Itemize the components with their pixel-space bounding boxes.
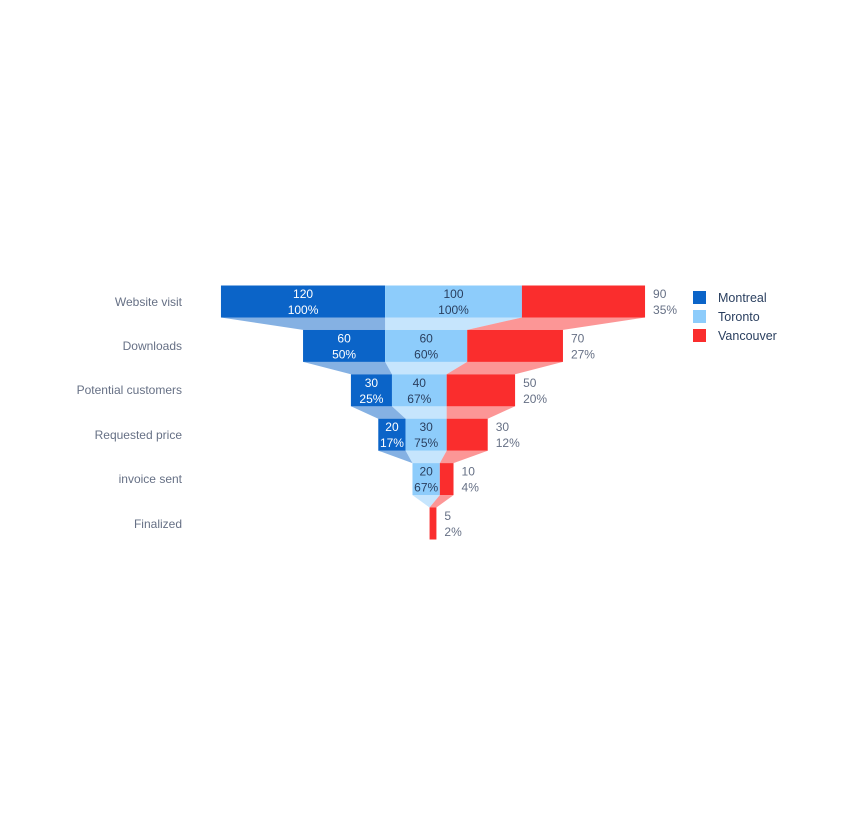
legend-swatch-toronto-icon bbox=[693, 310, 706, 323]
funnel-bar bbox=[412, 463, 440, 496]
funnel-value-label: 40 bbox=[413, 376, 427, 390]
funnel-value-label: 90 bbox=[653, 287, 667, 301]
funnel-percent-label: 17% bbox=[380, 436, 404, 450]
funnel-percent-label: 75% bbox=[414, 436, 438, 450]
funnel-value-label: 30 bbox=[365, 376, 379, 390]
funnel-percent-label: 100% bbox=[288, 303, 319, 317]
funnel-bar bbox=[303, 329, 386, 362]
stage-label-website-visit: Website visit bbox=[114, 294, 182, 309]
stage-label-invoice-sent: invoice sent bbox=[118, 472, 182, 487]
funnel-bar bbox=[385, 285, 522, 318]
funnel-percent-label: 100% bbox=[438, 303, 469, 317]
funnel-connector bbox=[303, 361, 392, 375]
funnel-connector bbox=[446, 406, 516, 419]
funnel-percent-label: 60% bbox=[414, 347, 438, 361]
funnel-percent-label: 67% bbox=[407, 392, 431, 406]
stage-label-potential-customers: Potential customers bbox=[76, 383, 182, 398]
funnel-bar bbox=[439, 463, 454, 496]
funnel-value-label: 20 bbox=[385, 420, 399, 434]
funnel-connector bbox=[391, 406, 447, 419]
funnel-bar bbox=[446, 374, 516, 407]
funnel-bar bbox=[350, 374, 392, 407]
stage-label-requested-price: Requested price bbox=[94, 427, 182, 442]
legend-label-montreal: Montreal bbox=[718, 290, 767, 305]
funnel-bar bbox=[378, 418, 406, 451]
funnel-value-label: 120 bbox=[293, 287, 313, 301]
legend-swatch-montreal-icon bbox=[693, 291, 706, 304]
funnel-value-label: 10 bbox=[462, 465, 476, 479]
funnel-percent-label: 4% bbox=[462, 481, 480, 495]
funnel-value-label: 60 bbox=[337, 331, 351, 345]
legend-label-toronto: Toronto bbox=[718, 309, 760, 324]
funnel-connector bbox=[439, 450, 488, 464]
funnel-bar bbox=[385, 329, 468, 362]
funnel-value-label: 30 bbox=[419, 420, 433, 434]
funnel-percent-label: 35% bbox=[653, 303, 677, 317]
funnel-connector bbox=[350, 406, 406, 419]
funnel-bar bbox=[429, 507, 437, 540]
funnel-connector bbox=[412, 495, 440, 508]
funnel-connector bbox=[429, 495, 454, 508]
funnel-bar bbox=[220, 285, 386, 318]
funnel-value-label: 60 bbox=[419, 331, 433, 345]
funnel-bar bbox=[521, 285, 646, 318]
funnel-connector bbox=[385, 361, 468, 375]
funnel-percent-label: 25% bbox=[359, 392, 383, 406]
funnel-connector bbox=[220, 317, 386, 330]
funnel-value-label: 100 bbox=[444, 287, 464, 301]
funnel-percent-label: 2% bbox=[444, 525, 462, 539]
stage-label-finalized: Finalized bbox=[133, 516, 182, 531]
stage-label-downloads: Downloads bbox=[122, 338, 182, 353]
legend-item-montreal[interactable]: Montreal bbox=[693, 288, 777, 307]
funnel-connector bbox=[378, 450, 413, 464]
legend-swatch-vancouver-icon bbox=[693, 329, 706, 342]
funnel-percent-label: 12% bbox=[496, 436, 520, 450]
legend: Montreal Toronto Vancouver bbox=[693, 288, 777, 345]
funnel-value-label: 50 bbox=[523, 376, 537, 390]
funnel-connector bbox=[446, 361, 563, 375]
funnel-bar bbox=[405, 418, 447, 451]
funnel-connector bbox=[405, 450, 447, 464]
funnel-percent-label: 50% bbox=[332, 347, 356, 361]
funnel-bar bbox=[467, 329, 563, 362]
legend-item-vancouver[interactable]: Vancouver bbox=[693, 326, 777, 345]
legend-item-toronto[interactable]: Toronto bbox=[693, 307, 777, 326]
funnel-bar bbox=[446, 418, 488, 451]
funnel-percent-label: 27% bbox=[571, 347, 595, 361]
funnel-value-label: 30 bbox=[496, 420, 510, 434]
funnel-value-label: 20 bbox=[419, 465, 433, 479]
funnel-percent-label: 67% bbox=[414, 481, 438, 495]
funnel-connector bbox=[467, 317, 646, 330]
funnel-connector bbox=[385, 317, 522, 330]
legend-label-vancouver: Vancouver bbox=[718, 328, 777, 343]
funnel-percent-label: 20% bbox=[523, 392, 547, 406]
funnel-bar bbox=[391, 374, 447, 407]
funnel-value-label: 5 bbox=[444, 509, 451, 523]
funnel-value-label: 70 bbox=[571, 331, 585, 345]
